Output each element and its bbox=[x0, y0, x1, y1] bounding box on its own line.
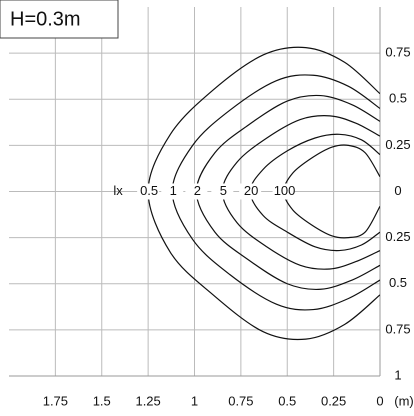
y-tick-label: 0 bbox=[394, 183, 401, 198]
y-tick-label: 0.5 bbox=[389, 275, 407, 290]
y-tick-label: 0.75 bbox=[385, 45, 410, 60]
contour-label: 0.5 bbox=[140, 183, 158, 198]
x-unit-label: (m) bbox=[394, 393, 414, 408]
contour-label: 1 bbox=[170, 183, 177, 198]
label-bg bbox=[272, 183, 295, 200]
unit-label: lx bbox=[113, 183, 123, 198]
y-tick-label: 0.5 bbox=[389, 91, 407, 106]
label-bg bbox=[137, 183, 160, 200]
y-tick-label: 0.25 bbox=[385, 137, 410, 152]
contour-label: 20 bbox=[244, 183, 258, 198]
x-tick-label: 0.75 bbox=[228, 393, 253, 408]
label-bg bbox=[185, 183, 208, 200]
x-tick-label: 1 bbox=[191, 393, 198, 408]
y-tick-label: 0.25 bbox=[385, 229, 410, 244]
x-tick-label: 0.5 bbox=[278, 393, 296, 408]
chart-title: H=0.3m bbox=[10, 8, 81, 30]
x-tick-label: 1.25 bbox=[135, 393, 160, 408]
contour-label: 2 bbox=[194, 183, 201, 198]
x-tick-label: 1.5 bbox=[93, 393, 111, 408]
x-tick-label: 0 bbox=[376, 393, 383, 408]
labels: 1.75 1.5 1.25 1 0.75 0.5 0.25 010.750.50.2500.2… bbox=[43, 45, 414, 409]
label-bg bbox=[161, 183, 184, 200]
contour-label: 5 bbox=[220, 183, 227, 198]
label-bg bbox=[239, 183, 262, 200]
contour-line bbox=[249, 133, 380, 252]
label-bg bbox=[211, 183, 234, 200]
y-tick-label: 1 bbox=[394, 367, 401, 382]
y-tick-label: 0.75 bbox=[385, 321, 410, 336]
x-tick-label: 1.75 bbox=[43, 393, 68, 408]
x-tick-label: 0.25 bbox=[321, 393, 346, 408]
contour-label: 100 bbox=[274, 183, 296, 198]
title-box bbox=[0, 0, 119, 39]
